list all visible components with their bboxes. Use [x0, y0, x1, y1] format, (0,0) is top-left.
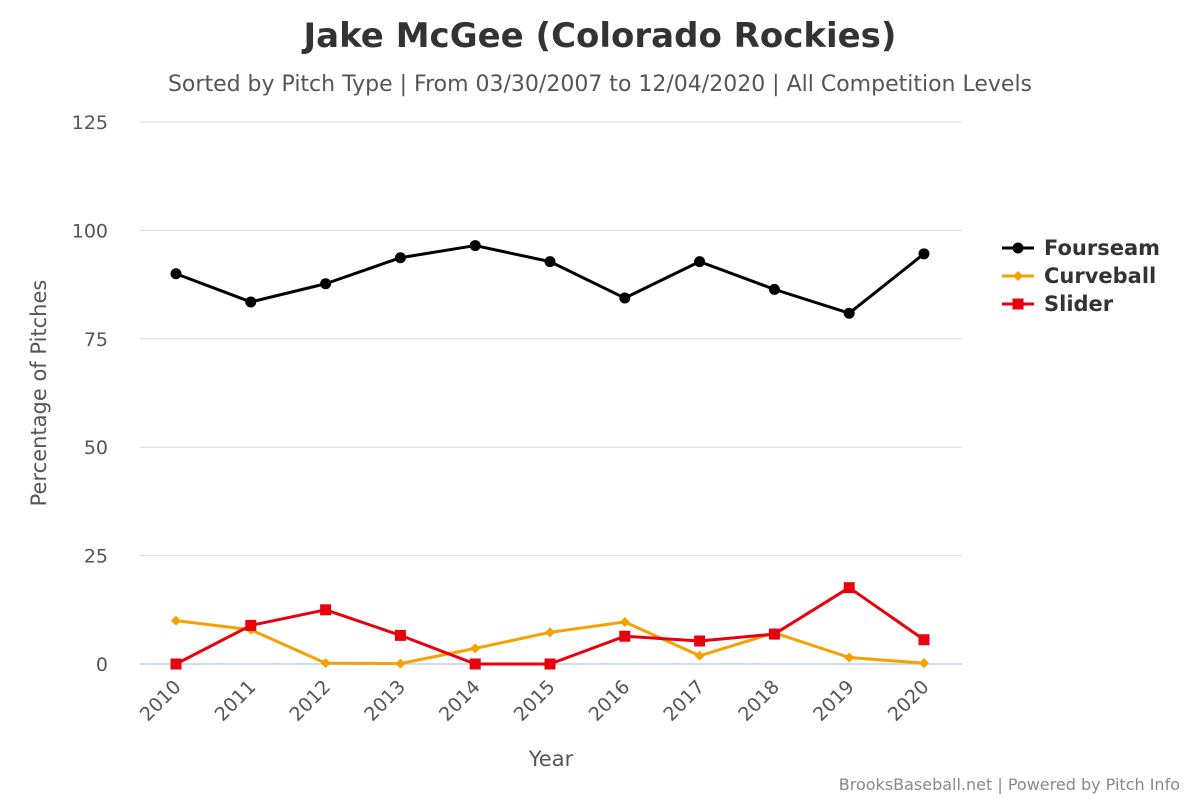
data-point-slider[interactable] — [918, 634, 930, 646]
data-point-fourseam[interactable] — [843, 307, 855, 319]
legend-label-fourseam: Fourseam — [1044, 236, 1160, 260]
y-tick-label: 0 — [96, 654, 108, 676]
x-tick-label: 2012 — [285, 676, 335, 726]
x-tick-label: 2018 — [734, 676, 784, 726]
y-tick-label: 50 — [84, 437, 108, 459]
data-point-slider[interactable] — [394, 629, 406, 641]
data-point-curveball[interactable] — [919, 658, 929, 669]
series-line-curveball — [174, 619, 926, 666]
x-tick-label: 2015 — [510, 676, 560, 726]
data-point-slider[interactable] — [619, 630, 631, 642]
series-lines — [170, 240, 930, 670]
gridlines — [140, 121, 962, 665]
y-tick-label: 100 — [72, 220, 108, 242]
data-point-slider[interactable] — [469, 658, 481, 670]
data-point-curveball[interactable] — [395, 658, 406, 669]
y-tick-label: 125 — [72, 112, 108, 134]
legend-item-slider[interactable]: Slider — [1002, 292, 1114, 316]
y-axis-ticks: 0 25 50 75 100 125 — [72, 112, 108, 676]
data-point-slider[interactable] — [694, 635, 706, 647]
data-point-slider[interactable] — [170, 658, 182, 670]
data-point-slider[interactable] — [320, 604, 332, 616]
credits-link[interactable]: BrooksBaseball.net | Powered by Pitch In… — [839, 775, 1180, 794]
series-slider — [170, 582, 930, 670]
series-curveball — [171, 615, 929, 669]
data-point-slider[interactable] — [245, 619, 257, 631]
legend-marker-slider — [1012, 298, 1024, 310]
series-line-slider — [174, 586, 926, 666]
x-tick-label: 2019 — [809, 676, 859, 726]
data-point-slider[interactable] — [544, 658, 556, 670]
y-tick-label: 25 — [84, 546, 108, 568]
data-point-fourseam[interactable] — [469, 240, 481, 252]
series-line-fourseam — [174, 244, 926, 315]
legend-item-fourseam[interactable]: Fourseam — [1002, 236, 1160, 260]
data-point-fourseam[interactable] — [918, 248, 930, 260]
x-tick-label: 2010 — [136, 676, 186, 726]
legend-marker-curveball — [1013, 271, 1023, 281]
data-point-slider[interactable] — [843, 582, 855, 594]
data-point-fourseam[interactable] — [768, 283, 780, 295]
legend-label-curveball: Curveball — [1044, 264, 1156, 288]
x-tick-label: 2016 — [585, 676, 635, 726]
data-point-fourseam[interactable] — [694, 256, 706, 268]
y-axis-label: Percentage of Pitches — [27, 280, 51, 507]
data-point-curveball[interactable] — [694, 650, 705, 661]
data-point-slider[interactable] — [768, 628, 780, 640]
legend-label-slider: Slider — [1044, 292, 1114, 316]
data-point-fourseam[interactable] — [394, 252, 406, 264]
series-fourseam — [170, 240, 930, 319]
x-tick-label: 2011 — [211, 676, 261, 726]
data-point-fourseam[interactable] — [619, 292, 631, 304]
chart-subtitle: Sorted by Pitch Type | From 03/30/2007 t… — [168, 72, 1032, 97]
x-tick-label: 2017 — [659, 676, 709, 726]
legend[interactable]: Fourseam Curveball Slider — [1002, 236, 1160, 316]
x-axis-ticks: 2010 2011 2012 2013 2014 2015 2016 2017 2018 2019… — [136, 676, 934, 726]
data-point-curveball[interactable] — [619, 616, 630, 627]
x-tick-label: 2020 — [884, 676, 934, 726]
data-point-fourseam[interactable] — [245, 296, 257, 308]
x-axis-label: Year — [528, 747, 574, 771]
y-tick-label: 75 — [84, 329, 108, 351]
data-point-fourseam[interactable] — [170, 268, 182, 280]
data-point-fourseam[interactable] — [544, 256, 556, 268]
data-point-curveball[interactable] — [545, 627, 555, 638]
data-point-curveball[interactable] — [844, 652, 855, 663]
data-point-curveball[interactable] — [320, 658, 331, 669]
data-point-fourseam[interactable] — [320, 278, 332, 290]
x-tick-label: 2014 — [435, 676, 485, 726]
legend-marker-fourseam — [1012, 242, 1024, 254]
data-point-curveball[interactable] — [470, 643, 481, 654]
chart-title: Jake McGee (Colorado Rockies) — [302, 16, 897, 56]
x-tick-label: 2013 — [360, 676, 410, 726]
legend-item-curveball[interactable]: Curveball — [1002, 264, 1156, 288]
data-point-curveball[interactable] — [171, 615, 181, 626]
